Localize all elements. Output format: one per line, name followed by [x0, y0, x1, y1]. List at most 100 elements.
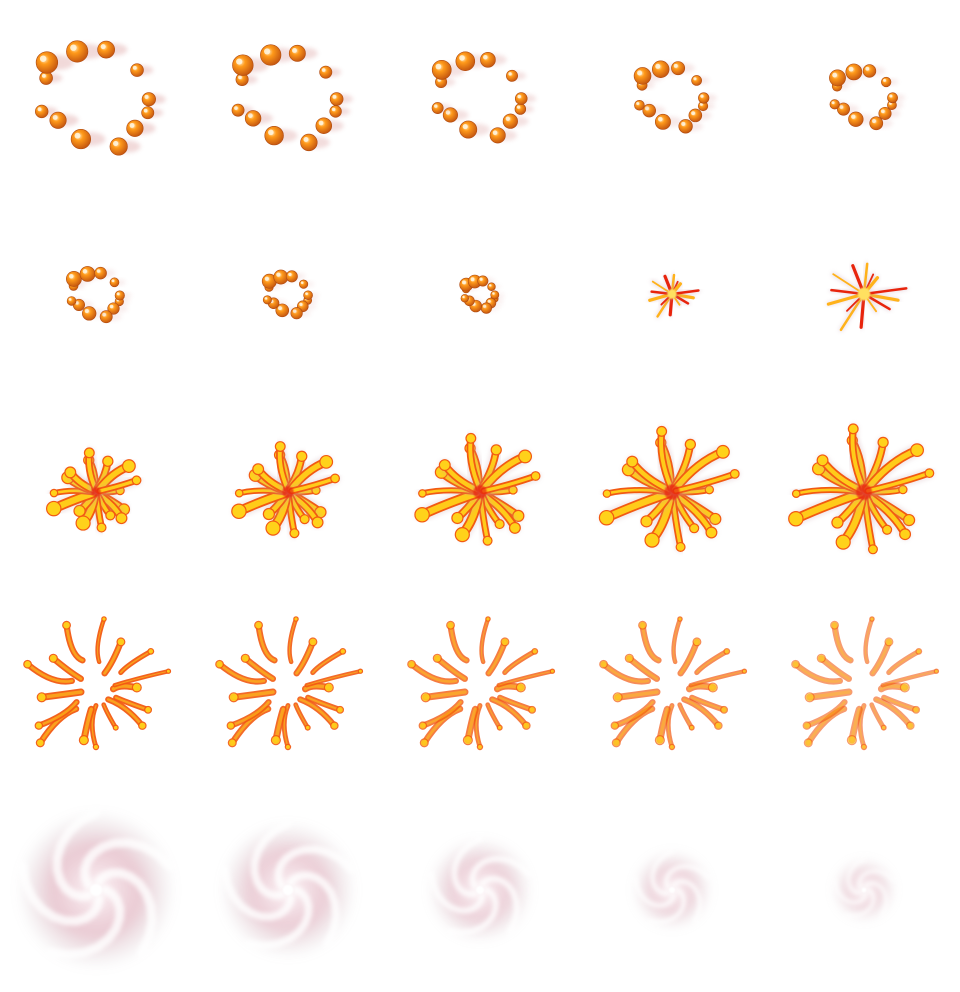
bubble-highlight	[129, 122, 135, 128]
flame-core	[230, 707, 270, 745]
flame-droplet	[482, 535, 493, 546]
sprite-frame-8	[384, 198, 576, 396]
sprite-frame-12	[192, 396, 384, 594]
bubble	[319, 65, 333, 79]
bubble	[490, 290, 500, 300]
flame-core	[38, 707, 78, 745]
bubble	[109, 277, 120, 288]
flame-core	[679, 640, 699, 675]
smoke-swirl-arm	[52, 807, 101, 902]
flame-core	[26, 662, 74, 683]
flame-droplet	[64, 466, 77, 479]
flame-droplet	[274, 441, 286, 452]
smoke-swirl-arm	[428, 871, 485, 914]
bubble	[141, 92, 156, 107]
flame-droplet	[860, 743, 868, 751]
bubble	[262, 295, 272, 305]
flame-tendril	[496, 669, 555, 688]
bubble	[70, 128, 92, 150]
flame-core	[487, 640, 507, 675]
flame-droplet	[339, 647, 347, 655]
bubble	[460, 294, 469, 303]
flame-core	[295, 640, 315, 675]
bubble	[97, 40, 115, 59]
flame-droplet	[407, 659, 416, 669]
flame-core	[498, 670, 553, 686]
bubble	[299, 279, 309, 289]
flame-droplet	[418, 489, 427, 498]
flame-droplet	[729, 468, 740, 479]
bubble-highlight	[865, 66, 870, 71]
bubble	[845, 63, 863, 81]
flame-droplet	[476, 743, 484, 751]
flame-tendril	[880, 669, 939, 688]
smoke-swirl-arm	[857, 869, 896, 890]
bubble-highlight	[831, 101, 835, 105]
flame-core	[311, 650, 344, 674]
flame-core	[218, 662, 266, 683]
flame-droplet	[675, 541, 686, 553]
flame-tendril	[805, 705, 848, 746]
flame-core	[114, 670, 169, 686]
flame-tendril	[419, 699, 464, 729]
bubble	[455, 51, 476, 72]
bubble	[114, 290, 125, 301]
sprite-frame-21	[0, 792, 192, 990]
flame-core	[103, 704, 117, 729]
smoke-eye	[861, 887, 867, 893]
smoke-swirl-icon	[219, 819, 357, 959]
bubble-highlight	[673, 63, 678, 68]
flame-droplet	[867, 544, 878, 555]
flame-droplet	[531, 647, 539, 655]
flame-droplet	[912, 705, 921, 714]
flame-droplet	[599, 659, 608, 669]
flame-droplet	[92, 743, 100, 751]
flame-droplet	[688, 724, 695, 731]
flame-droplet	[138, 721, 147, 730]
sprite-frame-18	[384, 594, 576, 792]
flame-droplet	[835, 534, 851, 550]
smoke-swirl-arm	[80, 838, 175, 889]
bubble	[94, 266, 107, 280]
flame-droplet	[515, 682, 526, 693]
flame-tendril	[421, 705, 464, 746]
flame-streaks-icon	[407, 616, 556, 751]
bubble-highlight	[74, 132, 81, 139]
flame-droplet	[788, 511, 804, 527]
flame-tendril	[803, 699, 848, 729]
sprite-frame-3	[384, 0, 576, 198]
bubble-highlight	[276, 272, 281, 277]
bubble	[489, 127, 506, 144]
bubble	[514, 103, 527, 115]
flame-droplet	[598, 509, 615, 526]
flame-droplet	[791, 659, 800, 669]
flame-tendril	[473, 703, 483, 750]
smoke-swirl-arm	[650, 848, 675, 896]
smoke-swirl-arm	[664, 864, 712, 890]
flame-tendril	[665, 703, 675, 750]
smoke-swirl-arm	[863, 881, 889, 917]
flame-core	[805, 700, 846, 727]
flame-droplet	[846, 735, 857, 746]
flame-core	[613, 700, 654, 727]
bubble-highlight	[462, 123, 468, 130]
bubble-highlight	[487, 299, 491, 303]
flame-droplet	[432, 653, 442, 663]
sprite-frame-19	[576, 594, 768, 792]
flame-droplet	[522, 721, 531, 730]
spark-core	[857, 287, 871, 301]
flame-droplet	[101, 616, 107, 622]
flame-droplet	[877, 436, 889, 449]
bubble-highlight	[693, 77, 697, 81]
flame-droplet	[705, 526, 718, 539]
flame-droplet	[45, 500, 62, 517]
smoke-eye	[282, 884, 294, 896]
bubble-highlight	[700, 94, 704, 98]
flame-core	[295, 704, 309, 729]
flame-droplet	[265, 520, 281, 536]
flame-droplet	[165, 668, 172, 674]
bubble-highlight	[39, 55, 47, 62]
bubble-highlight	[292, 48, 297, 53]
flame-droplet	[454, 526, 470, 543]
flame-core	[65, 623, 84, 662]
